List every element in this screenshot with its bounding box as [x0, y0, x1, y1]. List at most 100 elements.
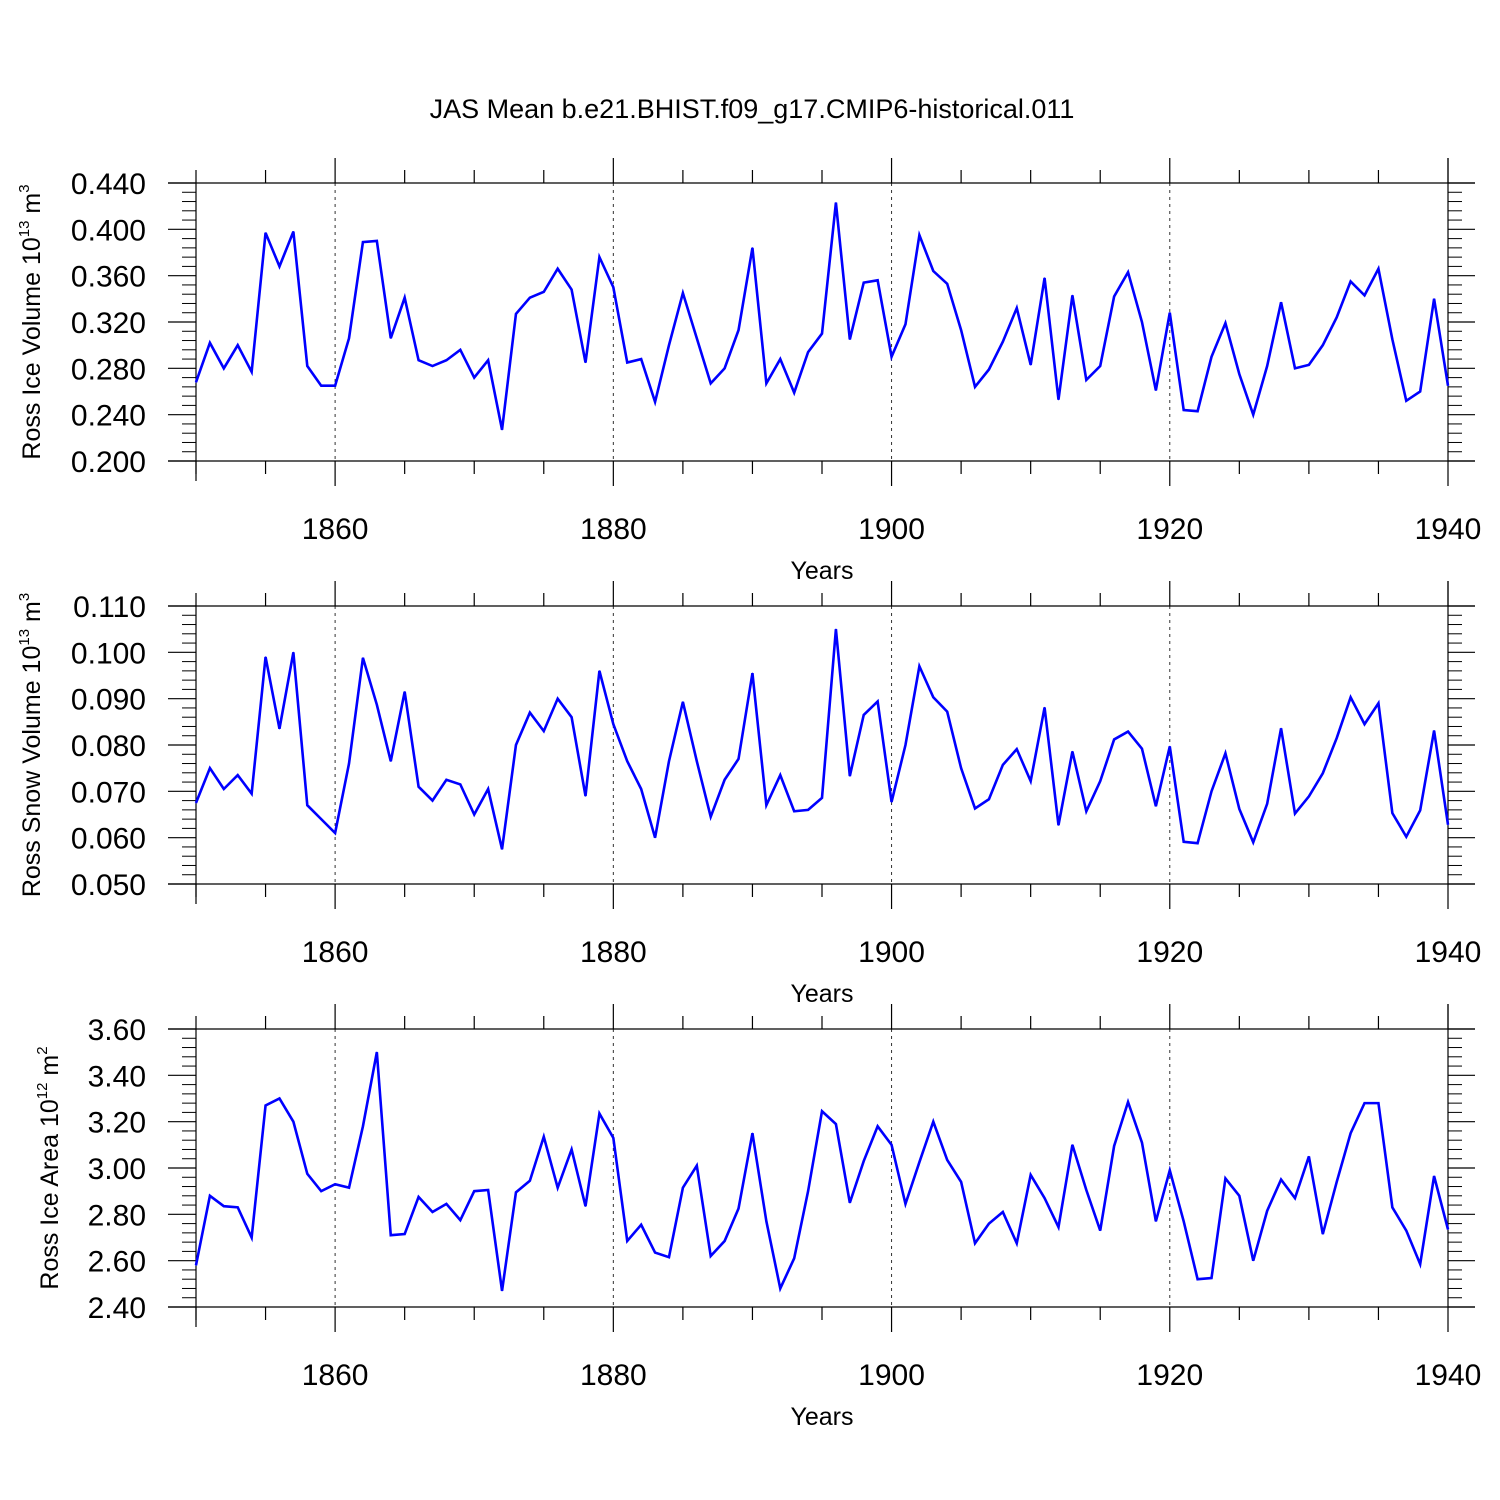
data-point [877, 1125, 879, 1127]
data-point [904, 323, 907, 325]
data-point [1252, 1260, 1254, 1262]
data-point [251, 1236, 253, 1239]
data-point [1447, 824, 1449, 826]
data-point [529, 1180, 531, 1182]
y-axis-label: Ross Ice Area 1012 m2 [34, 1046, 64, 1289]
data-point [918, 234, 920, 236]
data-point [1336, 737, 1338, 739]
data-point [334, 832, 336, 834]
data-point [348, 337, 350, 339]
data-point [918, 1161, 920, 1163]
data-point [807, 1190, 809, 1192]
data-point [1183, 409, 1185, 411]
data-point [807, 809, 809, 811]
data-point [376, 240, 378, 242]
data-point [1071, 1144, 1073, 1146]
data-point [543, 730, 545, 732]
data-point [1350, 280, 1352, 283]
data-point [598, 670, 601, 672]
data-point [682, 292, 684, 294]
data-point [320, 818, 322, 820]
data-point [195, 381, 197, 383]
data-point [459, 349, 461, 351]
data-point [1030, 780, 1032, 782]
data-point [459, 1219, 461, 1221]
data-point [237, 774, 239, 776]
data-point [1016, 307, 1018, 309]
data-point [1141, 1141, 1143, 1144]
x-tick-label: 1900 [858, 1359, 925, 1392]
data-point [1419, 390, 1421, 393]
data-point [724, 779, 726, 781]
data-point [1266, 1210, 1268, 1212]
data-point [1183, 1220, 1185, 1222]
chart-panel-1: 0.200 0.240 0.280 0.320 0.360 0.400 0.440 1860 1… [16, 158, 1481, 585]
data-point [821, 332, 823, 335]
data-point [320, 1190, 322, 1192]
data-point [890, 1144, 893, 1146]
y-tick-label: 0.200 [71, 446, 146, 479]
data-point [404, 297, 406, 299]
data-point [612, 1137, 614, 1139]
data-point [626, 760, 628, 762]
data-point [1127, 1101, 1129, 1103]
data-point [849, 1202, 851, 1204]
data-point [584, 1205, 587, 1207]
x-tick-label: 1900 [858, 513, 925, 546]
data-point [1197, 1278, 1199, 1280]
data-point [223, 367, 225, 369]
data-point [306, 365, 308, 367]
data-point [557, 268, 559, 270]
data-point [1308, 795, 1310, 798]
data-point [571, 1148, 573, 1151]
data-point [793, 810, 795, 812]
data-point [1391, 1206, 1393, 1208]
data-point [1030, 1174, 1032, 1176]
data-point [584, 795, 587, 797]
data-point [1266, 365, 1268, 367]
data-point [821, 1110, 823, 1112]
data-point [751, 1132, 754, 1134]
data-point [264, 1104, 267, 1107]
data-point [1197, 410, 1199, 412]
y-tick-label: 0.280 [71, 353, 146, 386]
data-point [306, 1173, 308, 1175]
x-tick-label: 1860 [302, 936, 369, 969]
data-point [459, 783, 461, 785]
data-point [362, 657, 364, 659]
data-point [960, 329, 962, 331]
data-point [1057, 1226, 1060, 1228]
x-axis-label: Years [790, 980, 853, 1008]
data-point [292, 231, 294, 233]
data-point [974, 1242, 976, 1244]
data-point [1252, 841, 1254, 843]
data-point [1377, 1102, 1380, 1104]
data-point [1405, 836, 1407, 838]
data-point [974, 807, 976, 810]
data-point [1433, 730, 1435, 732]
y-tick-label: 0.050 [71, 869, 146, 902]
data-point [223, 1205, 225, 1207]
data-point [237, 1206, 239, 1208]
data-point [1183, 841, 1185, 843]
data-point [751, 672, 754, 674]
data-point [1363, 294, 1366, 296]
data-point [1210, 1277, 1213, 1279]
x-tick-label: 1920 [1136, 1359, 1203, 1392]
data-point [849, 338, 851, 340]
data-point [1238, 1195, 1240, 1197]
data-point [835, 628, 837, 630]
data-point [1363, 1102, 1366, 1104]
data-point [515, 744, 517, 746]
x-tick-label: 1940 [1415, 936, 1482, 969]
data-point [640, 358, 642, 360]
data-point [710, 382, 712, 384]
data-point [1280, 301, 1282, 303]
data-point [1308, 1155, 1310, 1158]
data-point [473, 377, 475, 379]
chart-panels: 0.200 0.240 0.280 0.320 0.360 0.400 0.440 1860 1… [16, 158, 1481, 1431]
y-tick-label: 0.090 [71, 684, 146, 717]
data-point [1155, 1220, 1157, 1222]
data-point [946, 283, 948, 285]
